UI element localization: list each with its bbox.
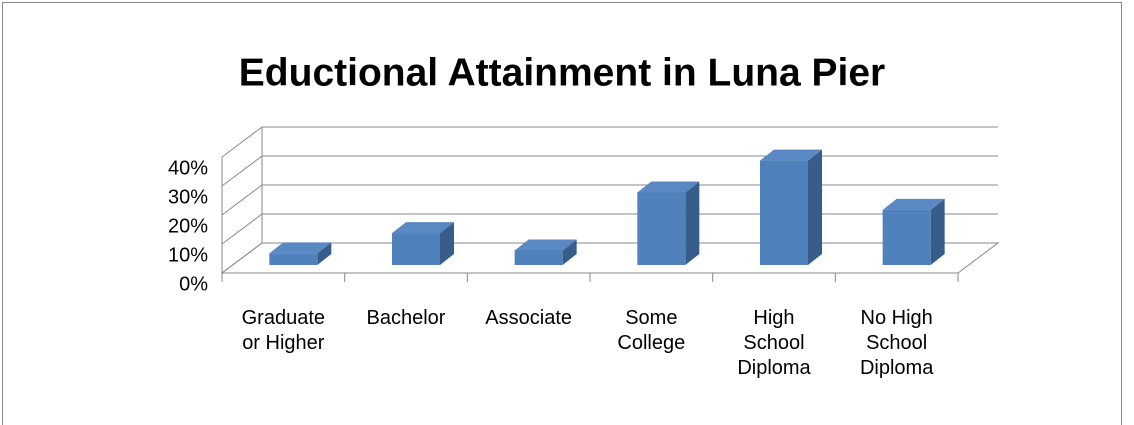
bar-side	[562, 239, 577, 265]
x-tick-label: No High School Diploma	[859, 307, 934, 379]
y-tick-label: 0%	[179, 273, 208, 295]
bar-top	[882, 198, 945, 210]
bar-side	[685, 181, 700, 265]
floor	[220, 242, 1000, 274]
bar	[882, 209, 931, 265]
y-tick-label: 10%	[168, 244, 208, 266]
chart-title: Eductional Attainment in Luna Pier	[239, 51, 885, 94]
y-tick-label: 30%	[168, 186, 208, 208]
bar	[514, 250, 563, 265]
grid-line	[221, 184, 998, 216]
bar-top	[637, 181, 700, 193]
y-tick-label: 20%	[168, 215, 208, 237]
x-tick-label: Some College	[617, 307, 686, 354]
grid-line	[221, 213, 998, 245]
grid-line	[221, 155, 998, 187]
bar-top	[760, 149, 822, 161]
bar-top	[392, 222, 454, 234]
x-tick-label: Graduate or Higher	[241, 307, 326, 354]
bar-top	[514, 239, 577, 251]
bar	[392, 233, 440, 265]
bar	[637, 192, 686, 265]
bar-top	[269, 242, 332, 254]
x-tick-label: Bachelor	[366, 307, 446, 329]
bar	[269, 253, 318, 265]
bar-side	[317, 242, 332, 265]
x-tick-label: Associate	[485, 307, 573, 329]
bar	[760, 160, 808, 265]
grid-line	[221, 242, 998, 274]
y-tick-label: 40%	[168, 157, 208, 179]
grid-line	[221, 126, 998, 158]
bar-side	[930, 198, 945, 265]
bar-side	[440, 222, 454, 265]
bar-side	[808, 149, 822, 265]
x-tick-label: High School Diploma	[737, 307, 811, 379]
